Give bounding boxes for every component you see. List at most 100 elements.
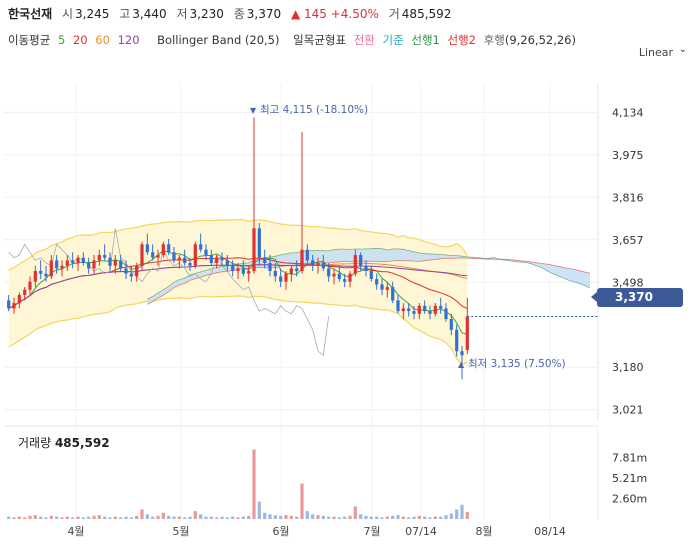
high-value: 3,440 (132, 7, 167, 21)
volume-bar (124, 516, 128, 519)
volume-bar (172, 516, 176, 519)
low-value: 3,230 (189, 7, 224, 21)
volume-bar (364, 515, 368, 519)
change-value: 145 (304, 7, 327, 21)
candle-body (7, 300, 11, 309)
candle-body (225, 260, 229, 266)
candle-body (465, 316, 469, 350)
volume-bar (343, 516, 347, 519)
candle-body (167, 244, 171, 253)
volume-label: 거 (388, 7, 400, 21)
candle-body (33, 271, 37, 282)
volume-bar (129, 517, 133, 519)
candle-body (71, 260, 75, 264)
ichimoku-label[interactable]: 일목균형표 (293, 33, 347, 47)
ma-label[interactable]: 이동평균 (8, 33, 51, 47)
volume-bar (279, 515, 283, 519)
low-marker-icon: ▲ (458, 360, 465, 369)
ichimoku-span2[interactable]: 선행2 (447, 33, 476, 47)
candle-body (241, 268, 245, 274)
volume-bar (268, 514, 272, 519)
volume-bar (156, 515, 160, 519)
candle-body (284, 273, 288, 282)
ma-120[interactable]: 120 (117, 33, 140, 47)
volume-tick-label: 2.60m (612, 492, 647, 505)
ma-5[interactable]: 5 (57, 33, 66, 47)
candle-body (289, 268, 293, 274)
candle-body (449, 319, 453, 330)
volume-bar (177, 516, 181, 519)
volume-bar (119, 517, 123, 519)
candle-body (247, 271, 251, 274)
high-label: 고 (119, 7, 131, 21)
volume-bar (145, 514, 149, 519)
volume-bar (188, 516, 192, 519)
candle-body (140, 244, 144, 266)
volume-bar (76, 516, 80, 519)
ichimoku-span1[interactable]: 선행1 (411, 33, 440, 47)
candle-body (252, 228, 256, 272)
ma-60[interactable]: 60 (95, 33, 110, 47)
candle-body (151, 252, 155, 258)
ma-20[interactable]: 20 (72, 33, 88, 47)
volume-bar (199, 514, 203, 519)
candle-body (183, 257, 187, 263)
volume-bar (455, 509, 459, 519)
time-tick-label: 8월 (475, 525, 492, 538)
volume-bar (247, 515, 251, 519)
candle-body (396, 300, 400, 312)
ichimoku-lagging-line (8, 228, 330, 356)
volume-bar (167, 515, 171, 519)
volume-bar (407, 517, 411, 519)
volume-bar (60, 517, 64, 519)
ichimoku-conversion[interactable]: 전환 (353, 33, 375, 47)
candle-body (135, 265, 139, 277)
candle-body (231, 265, 235, 271)
volume-bar (332, 516, 336, 519)
candle-body (460, 351, 464, 356)
volume-bar (428, 517, 432, 519)
volume-panel-title: 거래량 (18, 436, 52, 450)
candle-body (332, 273, 336, 277)
candle-body (49, 260, 53, 277)
volume-bar (417, 515, 421, 519)
candle-body (417, 305, 421, 314)
high-marker-icon: ▼ (250, 106, 257, 115)
volume-bar (401, 516, 405, 519)
candle-body (204, 249, 208, 255)
ichimoku-span1-line (147, 247, 591, 300)
volume-bar (44, 517, 48, 519)
scale-mode-selector[interactable]: Linear (638, 46, 673, 59)
price-tick-label: 3,021 (612, 404, 644, 417)
chevron-down-icon[interactable]: ⌄ (678, 44, 687, 55)
candle-body (92, 260, 96, 269)
ichimoku-base[interactable]: 기준 (382, 33, 404, 47)
volume-bar (28, 515, 32, 519)
ichimoku-span2-line (147, 257, 591, 305)
volume-bar (321, 515, 325, 519)
candle-body (23, 289, 27, 295)
volume-bar (391, 515, 395, 519)
volume-bar (300, 483, 304, 519)
candle-body (215, 257, 219, 263)
high-annotation: 최고 4,115 (-18.10%) (260, 104, 368, 116)
candle-body (156, 255, 160, 258)
ichimoku-lagging[interactable]: 후행 (483, 33, 505, 47)
price-tick-label: 3,180 (612, 361, 644, 374)
volume-bar (81, 517, 85, 519)
price-tick-label: 4,134 (612, 106, 644, 119)
volume-bar (257, 501, 261, 519)
candle-body (209, 255, 213, 263)
volume-bar (444, 515, 448, 519)
candle-body (433, 305, 437, 314)
candle-body (369, 271, 373, 279)
candle-body (172, 252, 176, 261)
candle-body (65, 260, 69, 266)
volume-value: 485,592 (401, 7, 452, 21)
candle-body (119, 260, 123, 269)
volume-panel-value: 485,592 (54, 436, 110, 450)
candle-body (236, 268, 240, 272)
candle-body (343, 279, 347, 282)
bollinger-label[interactable]: Bollinger Band (20,5) (157, 33, 280, 47)
